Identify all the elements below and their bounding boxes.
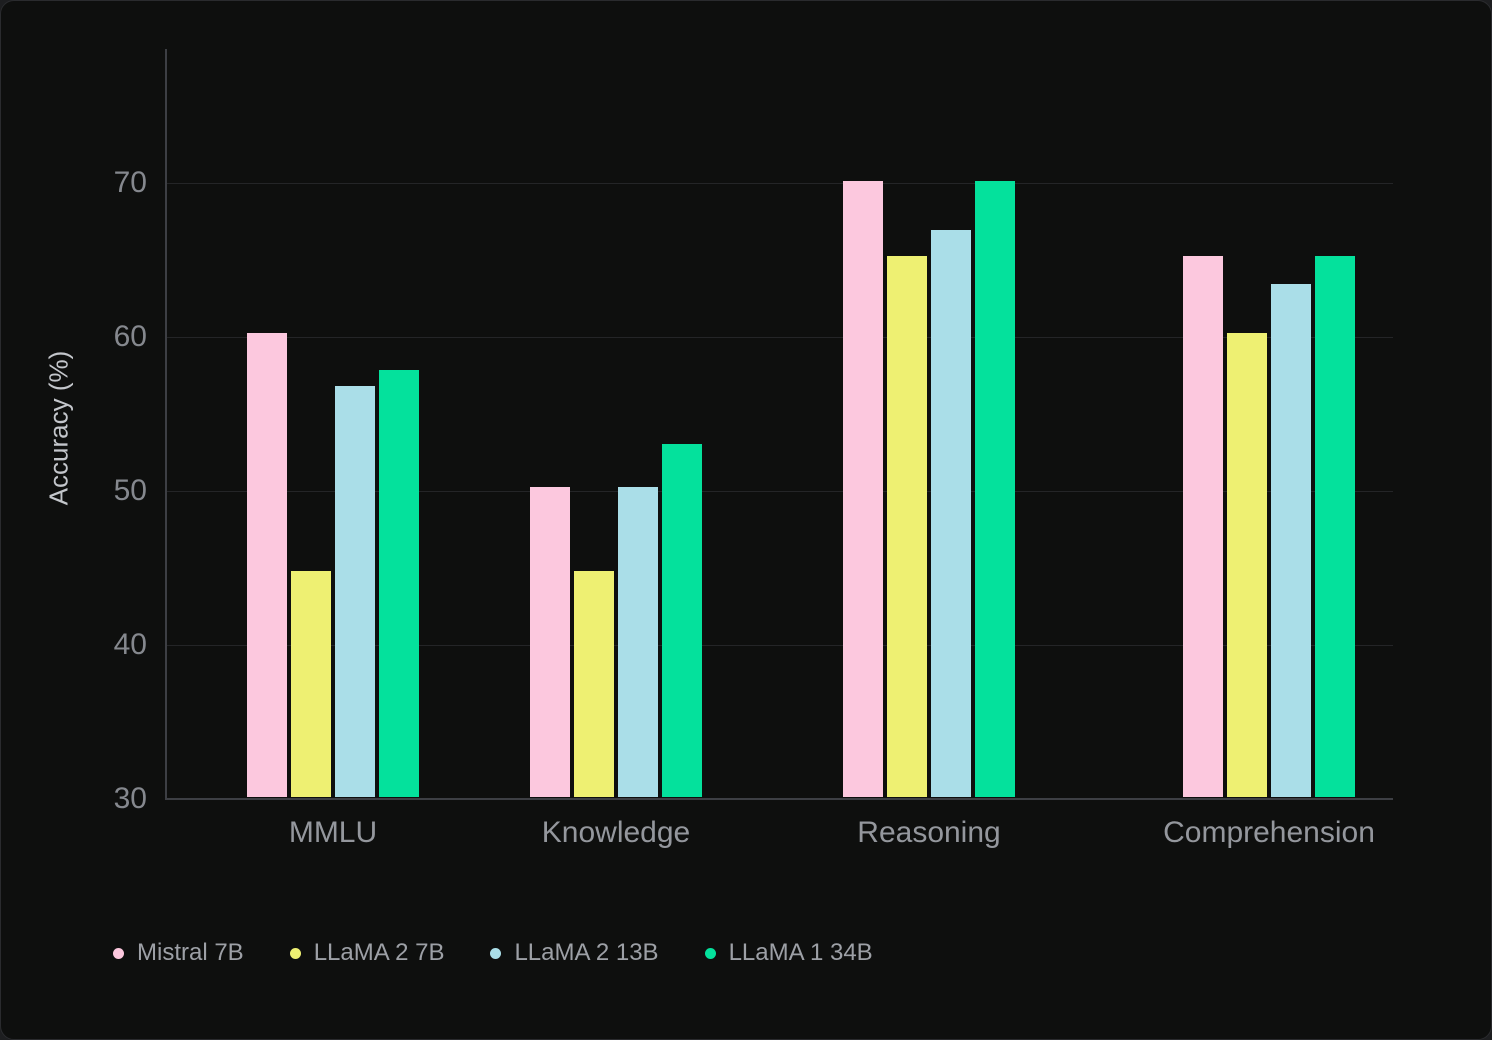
legend-label: LLaMA 2 7B <box>313 939 445 966</box>
y-tick-label-40: 40 <box>113 627 147 661</box>
category-label-comprehension: Comprehension <box>1163 816 1375 849</box>
bar-mmlu-llama-1-34b[interactable] <box>379 370 419 797</box>
bar-knowledge-mistral-7b[interactable] <box>530 487 570 797</box>
y-tick-label-60: 60 <box>113 319 147 353</box>
bar-knowledge-llama-2-7b[interactable] <box>574 570 614 797</box>
gridline-y-70 <box>167 182 1393 184</box>
y-axis-title: Accuracy (%) <box>43 350 74 506</box>
bar-mmlu-mistral-7b[interactable] <box>247 333 287 797</box>
gridline-y-60 <box>167 336 1393 338</box>
bar-comprehension-mistral-7b[interactable] <box>1183 256 1223 797</box>
category-label-reasoning: Reasoning <box>857 816 1001 849</box>
bar-mmlu-llama-2-13b[interactable] <box>335 385 375 797</box>
legend-label: LLaMA 1 34B <box>728 939 873 966</box>
gridline-y-50 <box>167 490 1393 492</box>
bar-comprehension-llama-2-7b[interactable] <box>1227 333 1267 797</box>
y-tick-label-30: 30 <box>113 782 147 815</box>
legend-item-llama-2-7b[interactable]: LLaMA 2 7B <box>289 939 445 967</box>
bar-reasoning-llama-1-34b[interactable] <box>975 180 1015 797</box>
gridline-y-40 <box>167 644 1393 646</box>
bar-reasoning-llama-2-13b[interactable] <box>931 230 971 797</box>
bar-comprehension-llama-2-13b[interactable] <box>1271 284 1311 797</box>
legend-label: Mistral 7B <box>137 939 244 966</box>
x-axis-line <box>165 798 1393 800</box>
bar-knowledge-llama-2-13b[interactable] <box>618 487 658 797</box>
legend-dot-icon <box>289 947 301 959</box>
legend-item-llama-2-13b[interactable]: LLaMA 2 13B <box>490 939 659 967</box>
category-label-knowledge: Knowledge <box>541 816 691 849</box>
y-tick-label-50: 50 <box>113 473 147 507</box>
bar-mmlu-llama-2-7b[interactable] <box>291 570 331 797</box>
bar-knowledge-llama-1-34b[interactable] <box>662 444 702 797</box>
category-label-mmlu: MMLU <box>288 816 378 849</box>
bar-comprehension-llama-1-34b[interactable] <box>1315 256 1355 797</box>
y-axis-line <box>165 49 167 799</box>
legend-dot-icon <box>113 947 124 959</box>
legend: Mistral 7B LLaMA 2 7B LLaMA 2 13B LLaMA 1 3… <box>113 939 873 967</box>
y-tick-label-70: 70 <box>113 165 147 199</box>
legend-dot-icon <box>704 947 716 959</box>
legend-label: LLaMA 2 13B <box>514 939 659 966</box>
legend-dot-icon <box>490 947 502 959</box>
bar-reasoning-mistral-7b[interactable] <box>843 180 883 797</box>
legend-item-mistral-7b[interactable]: Mistral 7B <box>113 939 244 967</box>
legend-item-llama-1-34b[interactable]: LLaMA 1 34B <box>704 939 873 967</box>
bar-reasoning-llama-2-7b[interactable] <box>887 256 927 797</box>
